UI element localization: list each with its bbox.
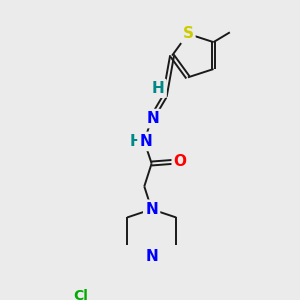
Text: H: H xyxy=(130,134,142,149)
Text: N: N xyxy=(147,111,160,126)
Text: H: H xyxy=(152,81,165,96)
Text: O: O xyxy=(174,154,187,169)
Text: S: S xyxy=(182,26,194,41)
Text: N: N xyxy=(145,249,158,264)
Text: Cl: Cl xyxy=(73,289,88,300)
Text: N: N xyxy=(145,202,158,217)
Text: N: N xyxy=(140,134,152,149)
